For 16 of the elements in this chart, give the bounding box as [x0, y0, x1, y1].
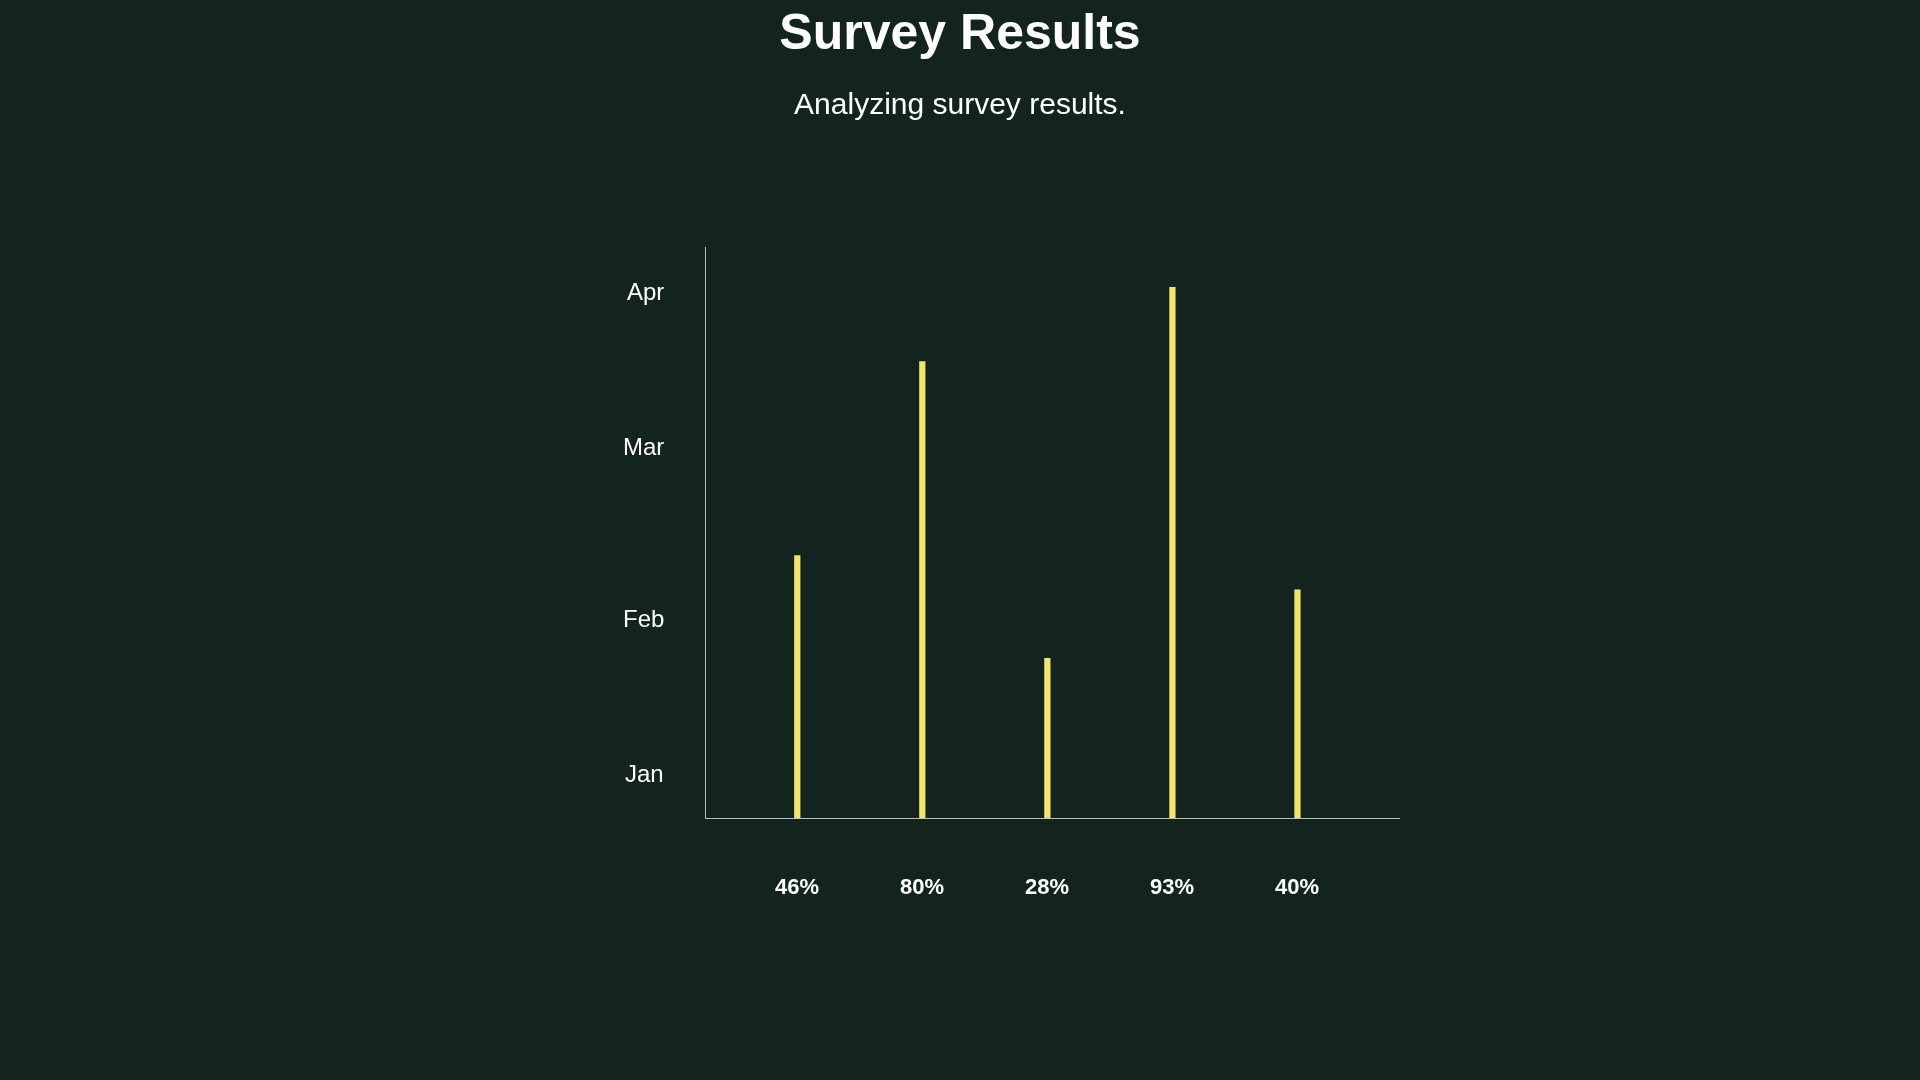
bar: [1294, 589, 1301, 818]
chart-subtitle: Analyzing survey results.: [794, 86, 1126, 120]
data-label: 46%: [775, 874, 820, 899]
bar: [794, 555, 801, 818]
text: Mar: [623, 433, 665, 460]
bar: [1169, 286, 1176, 818]
chart-title: Survey Results: [779, 3, 1141, 60]
bar: [1044, 658, 1051, 818]
text: Jan: [625, 760, 664, 787]
data-label: 93%: [1150, 874, 1195, 899]
text: Apr: [627, 278, 665, 305]
data-label: 80%: [900, 874, 945, 899]
text: Feb: [623, 605, 665, 632]
bar: [919, 361, 926, 818]
data-label: 28%: [1025, 874, 1070, 899]
data-label: 40%: [1275, 874, 1320, 899]
